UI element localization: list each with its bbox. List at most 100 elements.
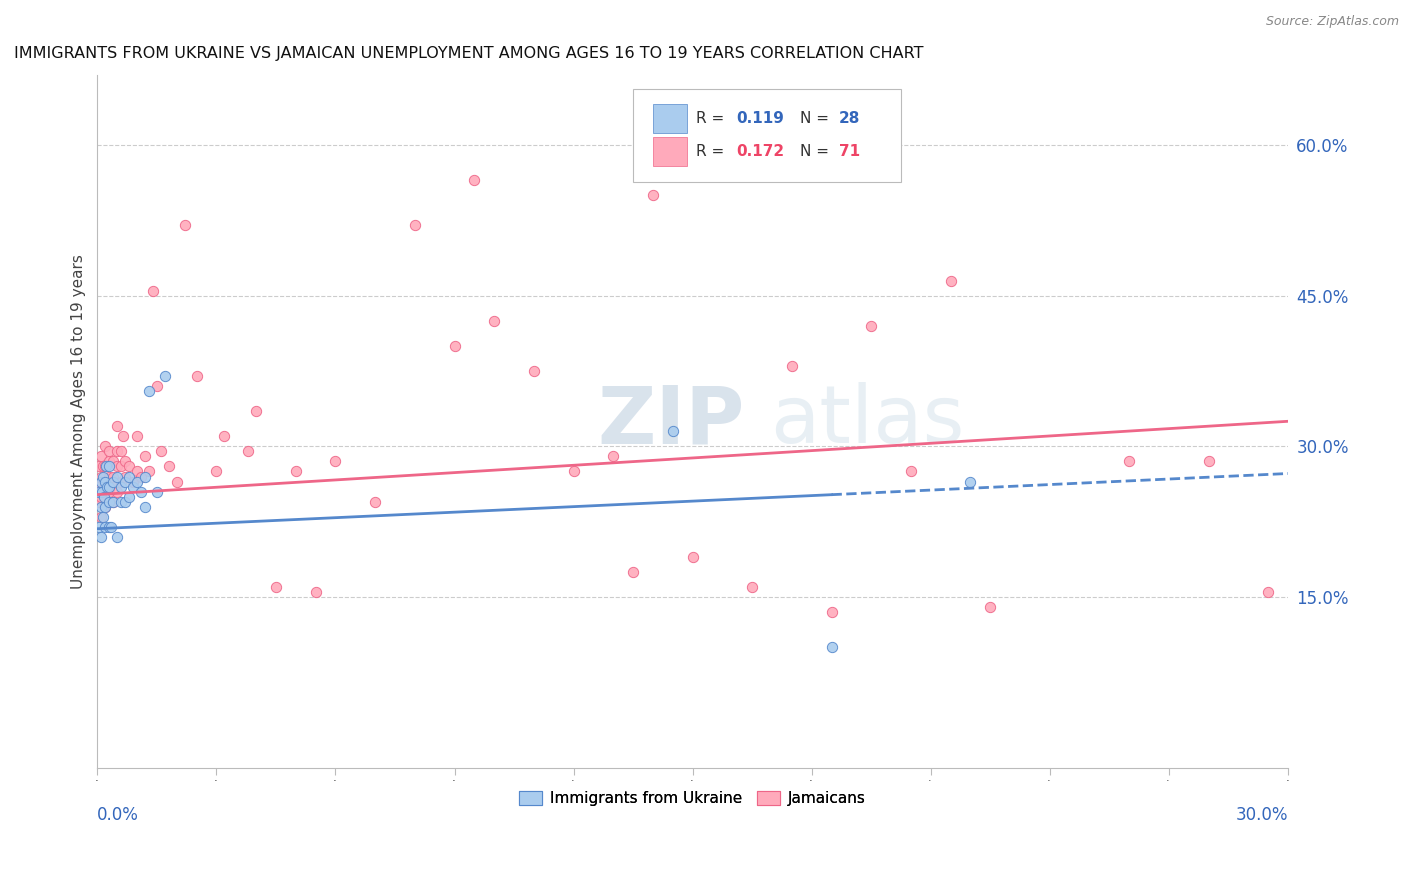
- Point: [125, 429, 148, 443]
- Point: [98, 494, 121, 508]
- Point: [602, 450, 624, 464]
- Point: [114, 469, 136, 483]
- Text: 0.0%: 0.0%: [97, 805, 139, 824]
- Point: [105, 484, 128, 499]
- Point: [89, 459, 111, 474]
- Point: [780, 359, 803, 373]
- Point: [186, 369, 208, 384]
- Point: [205, 465, 228, 479]
- Point: [118, 490, 141, 504]
- Point: [98, 454, 121, 468]
- Point: [110, 479, 132, 493]
- Point: [94, 459, 117, 474]
- Point: [105, 459, 128, 474]
- Point: [138, 384, 160, 399]
- Point: [364, 494, 387, 508]
- Point: [153, 369, 176, 384]
- Point: [860, 318, 883, 333]
- Point: [110, 494, 132, 508]
- Point: [103, 494, 125, 508]
- Point: [118, 469, 141, 483]
- Point: [90, 509, 112, 524]
- Point: [98, 484, 121, 499]
- FancyBboxPatch shape: [654, 136, 686, 166]
- Point: [118, 459, 141, 474]
- Point: [562, 465, 585, 479]
- Point: [641, 188, 664, 202]
- Point: [138, 465, 160, 479]
- Point: [100, 519, 122, 533]
- Point: [900, 465, 922, 479]
- Point: [110, 459, 132, 474]
- Point: [89, 494, 111, 508]
- Point: [264, 580, 287, 594]
- Point: [103, 454, 125, 468]
- Point: [741, 580, 763, 594]
- Text: 71: 71: [839, 144, 860, 159]
- Point: [98, 444, 121, 458]
- Point: [114, 494, 136, 508]
- Point: [621, 565, 644, 579]
- Point: [238, 444, 260, 458]
- Point: [98, 459, 121, 474]
- Text: R =: R =: [696, 144, 730, 159]
- Point: [114, 475, 136, 489]
- Point: [105, 444, 128, 458]
- Point: [149, 444, 172, 458]
- Point: [134, 450, 156, 464]
- Point: [142, 284, 165, 298]
- Point: [463, 173, 485, 187]
- Point: [443, 339, 465, 353]
- Point: [173, 219, 195, 233]
- Point: [1257, 585, 1279, 599]
- Point: [662, 425, 685, 439]
- Point: [979, 600, 1001, 615]
- Point: [90, 475, 112, 489]
- Point: [103, 469, 125, 483]
- Point: [91, 484, 114, 499]
- Point: [94, 439, 117, 453]
- Point: [166, 475, 188, 489]
- Point: [682, 549, 704, 564]
- Point: [94, 479, 117, 493]
- Point: [157, 459, 180, 474]
- Point: [129, 469, 152, 483]
- Point: [90, 469, 112, 483]
- Point: [90, 450, 112, 464]
- Point: [939, 274, 962, 288]
- Point: [103, 475, 125, 489]
- Point: [304, 585, 326, 599]
- Point: [129, 484, 152, 499]
- Point: [110, 444, 132, 458]
- Text: N =: N =: [800, 111, 834, 126]
- Point: [134, 469, 156, 483]
- Text: Source: ZipAtlas.com: Source: ZipAtlas.com: [1265, 15, 1399, 29]
- Point: [94, 519, 117, 533]
- Point: [214, 429, 236, 443]
- Point: [1118, 454, 1140, 468]
- Point: [284, 465, 307, 479]
- FancyBboxPatch shape: [654, 104, 686, 133]
- Point: [91, 469, 114, 483]
- Text: R =: R =: [696, 111, 730, 126]
- Point: [105, 530, 128, 544]
- Point: [98, 494, 121, 508]
- Point: [820, 605, 842, 619]
- Point: [105, 419, 128, 434]
- Point: [90, 490, 112, 504]
- Text: N =: N =: [800, 144, 834, 159]
- Point: [90, 500, 112, 514]
- Point: [93, 490, 115, 504]
- Point: [89, 484, 111, 499]
- Point: [125, 465, 148, 479]
- Point: [959, 475, 981, 489]
- Y-axis label: Unemployment Among Ages 16 to 19 years: Unemployment Among Ages 16 to 19 years: [72, 254, 86, 589]
- Text: IMMIGRANTS FROM UKRAINE VS JAMAICAN UNEMPLOYMENT AMONG AGES 16 TO 19 YEARS CORRE: IMMIGRANTS FROM UKRAINE VS JAMAICAN UNEM…: [14, 46, 924, 62]
- Point: [94, 459, 117, 474]
- Text: 0.172: 0.172: [737, 144, 785, 159]
- Point: [122, 475, 145, 489]
- Text: 0.119: 0.119: [737, 111, 785, 126]
- Point: [146, 484, 169, 499]
- Point: [96, 475, 118, 489]
- Legend: Immigrants from Ukraine, Jamaicans: Immigrants from Ukraine, Jamaicans: [513, 785, 872, 812]
